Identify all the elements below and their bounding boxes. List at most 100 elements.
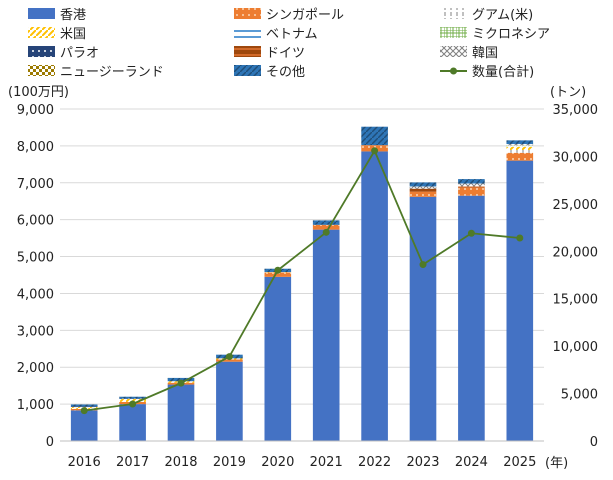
right-axis-unit: (トン) [550,85,586,100]
bar-segment [216,361,243,441]
left-tick-label: 0 [46,435,54,450]
quantity-point [80,407,88,415]
bar-segment [216,359,243,362]
quantity-point [322,228,330,236]
legend-label: グアム(米) [472,8,533,23]
quantity-line-path [84,148,520,412]
x-tick-label: 2021 [310,455,343,470]
left-tick-label: 7,000 [17,177,54,192]
legend-swatch [440,8,467,19]
legend-label: シンガポール [266,8,344,23]
bar-segment [312,224,340,230]
bar-segment [119,398,146,402]
legend-label: 数量(合計) [472,64,534,80]
left-tick-label: 5,000 [17,251,54,266]
legend-label: 韓国 [472,46,498,61]
bar-segment [506,145,534,147]
left-tick-label: 9,000 [17,103,54,118]
left-tick-label: 4,000 [17,287,54,302]
legend-line-marker [450,67,457,75]
right-tick-label: 0 [590,435,598,450]
bar-segment [361,126,388,146]
bar-segment [506,146,534,147]
bar-segment [506,149,534,153]
legend-label: 香港 [60,8,86,23]
right-tick-label: 20,000 [553,245,599,260]
bar-segment [167,384,195,441]
legend-swatch [28,46,55,57]
x-tick-label: 2016 [68,455,101,470]
bar-segment [409,196,437,441]
bar-segment [458,183,485,187]
quantity-point [225,353,233,361]
x-tick-label: 2017 [116,455,149,470]
quantity-point [467,229,475,237]
bar-segment [506,160,534,441]
legend-label: 米国 [60,27,86,42]
legend-label: ニュージーランド [60,65,164,80]
bar-segment [167,377,195,382]
legend-label: パラオ [60,46,99,61]
legend-swatch [440,27,467,38]
quantity-point [371,147,379,155]
bar-segment [312,229,340,441]
x-tick-label: 2024 [455,455,488,470]
bar-segment [458,186,485,188]
x-tick-label: 2019 [213,455,246,470]
quantity-line [80,147,524,415]
x-tick-label: 2020 [261,455,294,470]
x-tick-label: 2018 [164,455,197,470]
bar-segment [361,151,388,441]
right-tick-label: 15,000 [553,293,599,308]
right-tick-label: 35,000 [553,103,599,118]
left-axis-unit: (100万円) [8,85,69,100]
bar-segment [264,272,292,277]
bar-segment [119,396,146,399]
bar-segment [506,140,534,145]
left-tick-label: 8,000 [17,140,54,155]
bar-segment [70,406,98,408]
left-tick-label: 2,000 [17,361,54,376]
legend-label: ベトナム [266,27,318,42]
x-tick-label: 2025 [503,455,536,470]
x-tick-label: 2022 [358,455,391,470]
bar-segment [458,179,485,184]
legend-label: ドイツ [266,46,305,61]
left-tick-label: 3,000 [17,324,54,339]
legend-swatch [234,27,261,38]
bar-segment [409,182,437,187]
bar-segment [264,276,292,441]
bar-segment [506,146,534,150]
legend-swatch [28,8,55,19]
x-tick-label: 2023 [406,455,439,470]
bar-segment [409,186,437,189]
bar-segment [409,191,437,197]
bar-segment [506,144,534,146]
axes: 0 1,000 2,000 3,000 4,000 5,000 6,000 7,000 8,00… [17,103,598,470]
right-tick-label: 10,000 [553,340,599,355]
right-tick-label: 5,000 [561,388,598,403]
legend-swatch [234,46,261,57]
quantity-point [419,261,427,269]
bar-segment [70,410,98,441]
quantity-point [129,400,137,408]
legend-swatch [234,65,261,76]
bar-segment [458,187,485,196]
left-tick-label: 1,000 [17,398,54,413]
bar-segment [119,404,146,441]
legend-label: その他 [266,65,305,80]
legend-swatch [440,46,467,57]
right-tick-label: 30,000 [553,150,599,165]
right-tick-label: 25,000 [553,198,599,213]
bar-stacks [70,126,534,441]
legend-swatch [234,8,261,19]
left-tick-label: 6,000 [17,214,54,229]
quantity-point [274,266,282,274]
bar-segment [312,220,340,225]
x-axis-unit: (年) [545,456,568,471]
bar-segment [70,404,98,407]
bar-segment [506,152,534,161]
quantity-point [177,379,185,387]
